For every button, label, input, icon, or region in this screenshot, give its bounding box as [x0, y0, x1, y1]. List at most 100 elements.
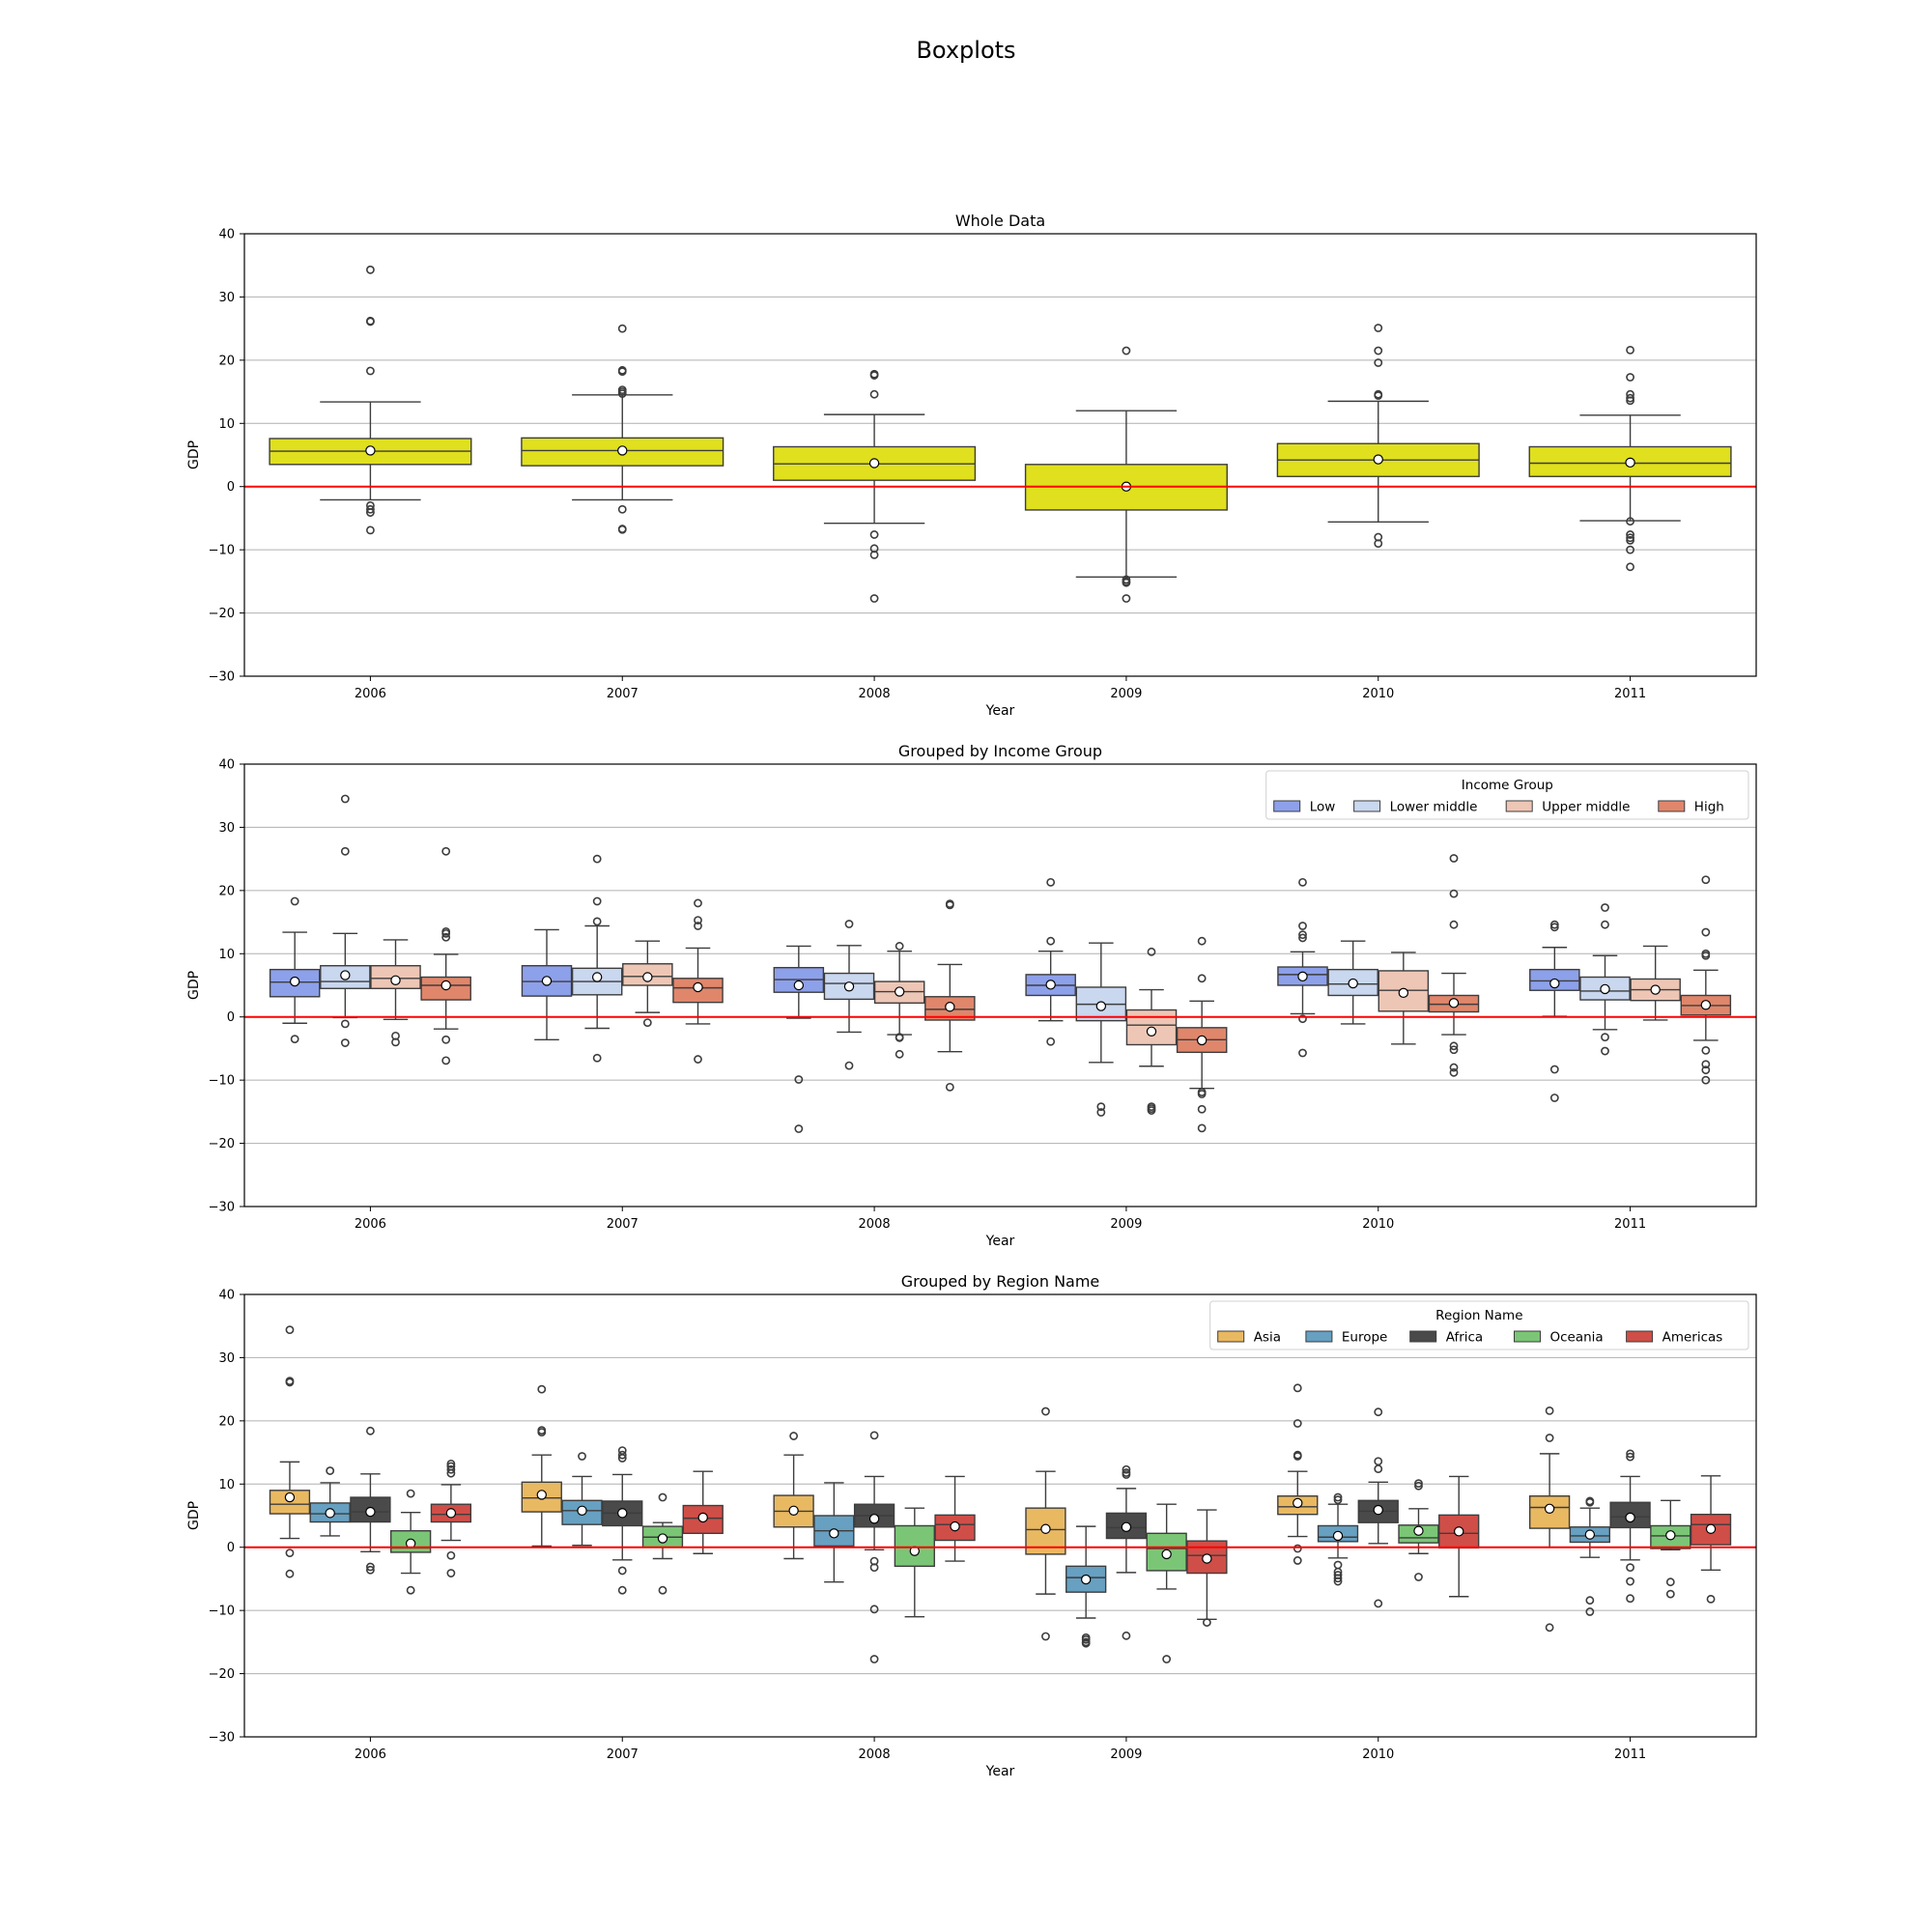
mean-marker [617, 445, 628, 456]
outlier-point [441, 846, 451, 856]
y-tick-label: −30 [209, 1731, 235, 1746]
outlier-point [895, 1049, 904, 1059]
outlier-point [366, 265, 375, 274]
plot-frame [243, 233, 1757, 677]
mean-marker [945, 1002, 955, 1012]
outlier-point [1293, 1383, 1302, 1393]
outlier-point [406, 1585, 415, 1595]
box-asia-2008 [773, 1432, 814, 1560]
outlier-point [1197, 1090, 1207, 1098]
legend-label-africa: Africa [1446, 1330, 1484, 1346]
plot-frame [243, 1293, 1757, 1738]
chart-panel-3: −30 −20 −10 0 10 20 30 40 2006 2007 2008 2009 2010 20… [186, 1272, 1757, 1779]
outlier-point [1545, 1434, 1554, 1442]
outlier-point [1585, 1596, 1595, 1605]
box-lower-middle-2010 [1327, 940, 1378, 1025]
mean-marker [1080, 1574, 1092, 1585]
box-2010 [1276, 324, 1480, 548]
chart-title: Whole Data [955, 212, 1045, 230]
x-tick-label: 2009 [1110, 687, 1142, 701]
mean-marker [577, 1505, 587, 1516]
mean-marker [843, 981, 855, 992]
outlier-point [1081, 1634, 1091, 1644]
legend-label-upper-middle: Upper middle [1542, 800, 1630, 815]
outlier-point [1449, 1041, 1459, 1051]
outlier-point [1549, 923, 1559, 932]
x-tick-label: 2009 [1110, 1747, 1142, 1762]
outlier-point [1701, 951, 1711, 960]
outlier-point [290, 896, 299, 906]
legend-label-high: High [1694, 800, 1724, 815]
mean-marker [829, 1528, 839, 1539]
y-tick-label: 40 [218, 1289, 235, 1303]
box-upper-middle-2010 [1378, 952, 1430, 1045]
legend-title: Region Name [1435, 1308, 1522, 1323]
outlier-point [1601, 903, 1609, 912]
outlier-point [1701, 1045, 1711, 1055]
y-axis-label: GDP [186, 440, 202, 469]
x-tick-label: 2007 [607, 687, 639, 701]
y-tick-label: 0 [227, 1010, 235, 1025]
box-oceania-2007 [641, 1492, 684, 1595]
legend-label-low: Low [1310, 800, 1336, 815]
mean-marker [440, 980, 451, 991]
box-americas-2011 [1690, 1475, 1732, 1604]
outlier-point [945, 899, 954, 908]
outlier-point [1626, 373, 1634, 382]
x-tick-label: 2010 [1362, 1747, 1394, 1762]
legend-label-europe: Europe [1342, 1330, 1387, 1346]
outlier-point [694, 922, 702, 930]
outlier-point [1706, 1594, 1716, 1604]
box-low-2008 [773, 945, 825, 1133]
outlier-point [1333, 1560, 1343, 1570]
mean-marker [657, 1533, 668, 1544]
outlier-point [1293, 1419, 1302, 1428]
outlier-point [1374, 358, 1383, 367]
outlier-point [578, 1452, 586, 1461]
box-americas-2010 [1438, 1475, 1480, 1598]
box-europe-2011 [1569, 1496, 1610, 1616]
outlier-point [794, 1124, 804, 1133]
x-tick-label: 2010 [1362, 1217, 1394, 1232]
mean-marker [1297, 971, 1308, 982]
outlier-point [406, 1489, 415, 1498]
outlier-point [1298, 1014, 1307, 1024]
outlier-point [340, 846, 350, 856]
mean-marker [541, 976, 553, 986]
outlier-point [1701, 1060, 1711, 1069]
outlier-point [1333, 1577, 1343, 1586]
mean-marker [365, 445, 376, 456]
y-tick-label: 30 [218, 821, 235, 836]
outlier-point [446, 1464, 456, 1474]
mean-marker [868, 1514, 880, 1524]
outlier-point [1374, 1599, 1383, 1608]
outlier-point [441, 932, 451, 942]
mean-marker [1700, 1000, 1712, 1010]
outlier-point [1626, 1449, 1634, 1459]
chart-title: Grouped by Region Name [901, 1272, 1100, 1291]
outlier-point [617, 1566, 627, 1576]
mean-marker [950, 1520, 960, 1532]
outlier-point [1626, 535, 1634, 545]
outlier-point [1626, 396, 1634, 406]
mean-marker [894, 986, 905, 997]
outlier-point [1665, 1577, 1675, 1587]
outlier-point [592, 917, 602, 926]
x-axis-label: Year [985, 1764, 1015, 1779]
box-low-2010 [1277, 877, 1328, 1058]
box-oceania-2011 [1650, 1499, 1691, 1599]
chart-title: Grouped by Income Group [898, 742, 1102, 760]
box-high-2008 [924, 899, 976, 1092]
box-2007 [521, 324, 724, 534]
outlier-point [1293, 1544, 1302, 1553]
x-tick-label: 2008 [859, 1217, 891, 1232]
box-high-2009 [1176, 936, 1228, 1133]
outlier-point [441, 1035, 451, 1044]
mean-marker [591, 972, 603, 982]
x-axis-label: Year [985, 703, 1015, 719]
outlier-point [1626, 1563, 1634, 1573]
outlier-point [1549, 1094, 1559, 1102]
outlier-point [1414, 1479, 1423, 1489]
outlier-point [694, 916, 702, 925]
outlier-point [1374, 1457, 1383, 1466]
